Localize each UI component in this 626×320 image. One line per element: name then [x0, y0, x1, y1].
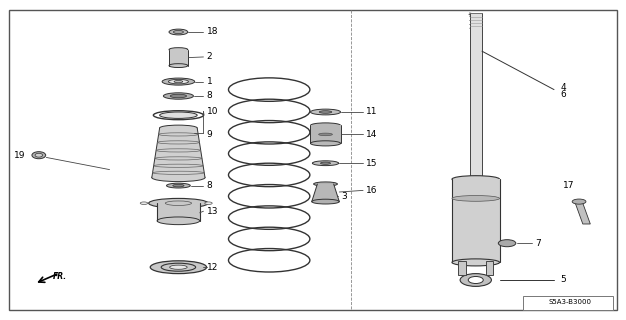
Bar [470, 13, 482, 192]
Text: FR.: FR. [53, 272, 68, 281]
Ellipse shape [319, 133, 332, 136]
Ellipse shape [310, 123, 341, 128]
Ellipse shape [321, 162, 331, 164]
Ellipse shape [160, 125, 197, 131]
Ellipse shape [169, 64, 188, 68]
Text: 3: 3 [341, 192, 347, 201]
Text: 10: 10 [207, 107, 218, 116]
Text: 19: 19 [14, 151, 25, 160]
Ellipse shape [157, 217, 200, 225]
Text: 9: 9 [207, 130, 212, 139]
Bar [486, 261, 493, 275]
Polygon shape [151, 128, 205, 178]
Ellipse shape [162, 78, 195, 85]
Text: S5A3-B3000: S5A3-B3000 [548, 300, 591, 305]
Text: 6: 6 [560, 90, 566, 99]
Ellipse shape [468, 276, 483, 284]
Bar [452, 179, 500, 262]
Text: 11: 11 [366, 108, 377, 116]
Ellipse shape [228, 142, 310, 165]
Ellipse shape [170, 265, 187, 269]
Ellipse shape [310, 141, 341, 146]
Ellipse shape [205, 202, 212, 204]
Text: 7: 7 [535, 239, 541, 248]
Ellipse shape [140, 202, 148, 204]
Ellipse shape [173, 30, 183, 34]
Ellipse shape [228, 185, 310, 208]
Text: 8: 8 [207, 92, 212, 100]
Text: 15: 15 [366, 159, 377, 168]
Ellipse shape [452, 176, 500, 183]
Ellipse shape [160, 112, 197, 118]
Text: 1: 1 [207, 77, 212, 86]
Ellipse shape [314, 182, 337, 186]
Text: 13: 13 [207, 207, 218, 216]
Ellipse shape [163, 93, 193, 99]
Bar [157, 203, 200, 221]
Ellipse shape [312, 161, 339, 166]
Ellipse shape [35, 153, 43, 157]
Ellipse shape [228, 227, 310, 251]
Text: 17: 17 [563, 181, 575, 190]
Bar [458, 261, 466, 275]
Ellipse shape [319, 111, 332, 113]
Ellipse shape [452, 259, 500, 266]
Ellipse shape [169, 48, 188, 52]
Ellipse shape [228, 99, 310, 123]
Ellipse shape [460, 274, 491, 286]
Ellipse shape [452, 196, 500, 201]
Text: 14: 14 [366, 130, 377, 139]
Ellipse shape [312, 199, 339, 204]
Bar [169, 50, 188, 66]
Text: 5: 5 [560, 276, 566, 284]
Ellipse shape [168, 79, 188, 84]
Text: 4: 4 [560, 84, 566, 92]
Bar [523, 296, 613, 310]
Text: 8: 8 [207, 181, 212, 190]
Text: 12: 12 [207, 263, 218, 272]
Ellipse shape [149, 198, 208, 208]
Ellipse shape [170, 94, 187, 98]
Polygon shape [312, 184, 339, 202]
Text: 2: 2 [207, 52, 212, 61]
Ellipse shape [32, 152, 46, 159]
Bar [310, 125, 341, 143]
Ellipse shape [150, 261, 207, 274]
Ellipse shape [310, 109, 341, 115]
Ellipse shape [498, 240, 516, 247]
Ellipse shape [167, 183, 190, 188]
Text: 18: 18 [207, 28, 218, 36]
Ellipse shape [174, 80, 183, 83]
Ellipse shape [572, 199, 586, 204]
Text: 16: 16 [366, 186, 377, 195]
Ellipse shape [169, 29, 188, 35]
Polygon shape [575, 203, 590, 224]
Ellipse shape [151, 173, 205, 182]
Ellipse shape [173, 184, 184, 187]
